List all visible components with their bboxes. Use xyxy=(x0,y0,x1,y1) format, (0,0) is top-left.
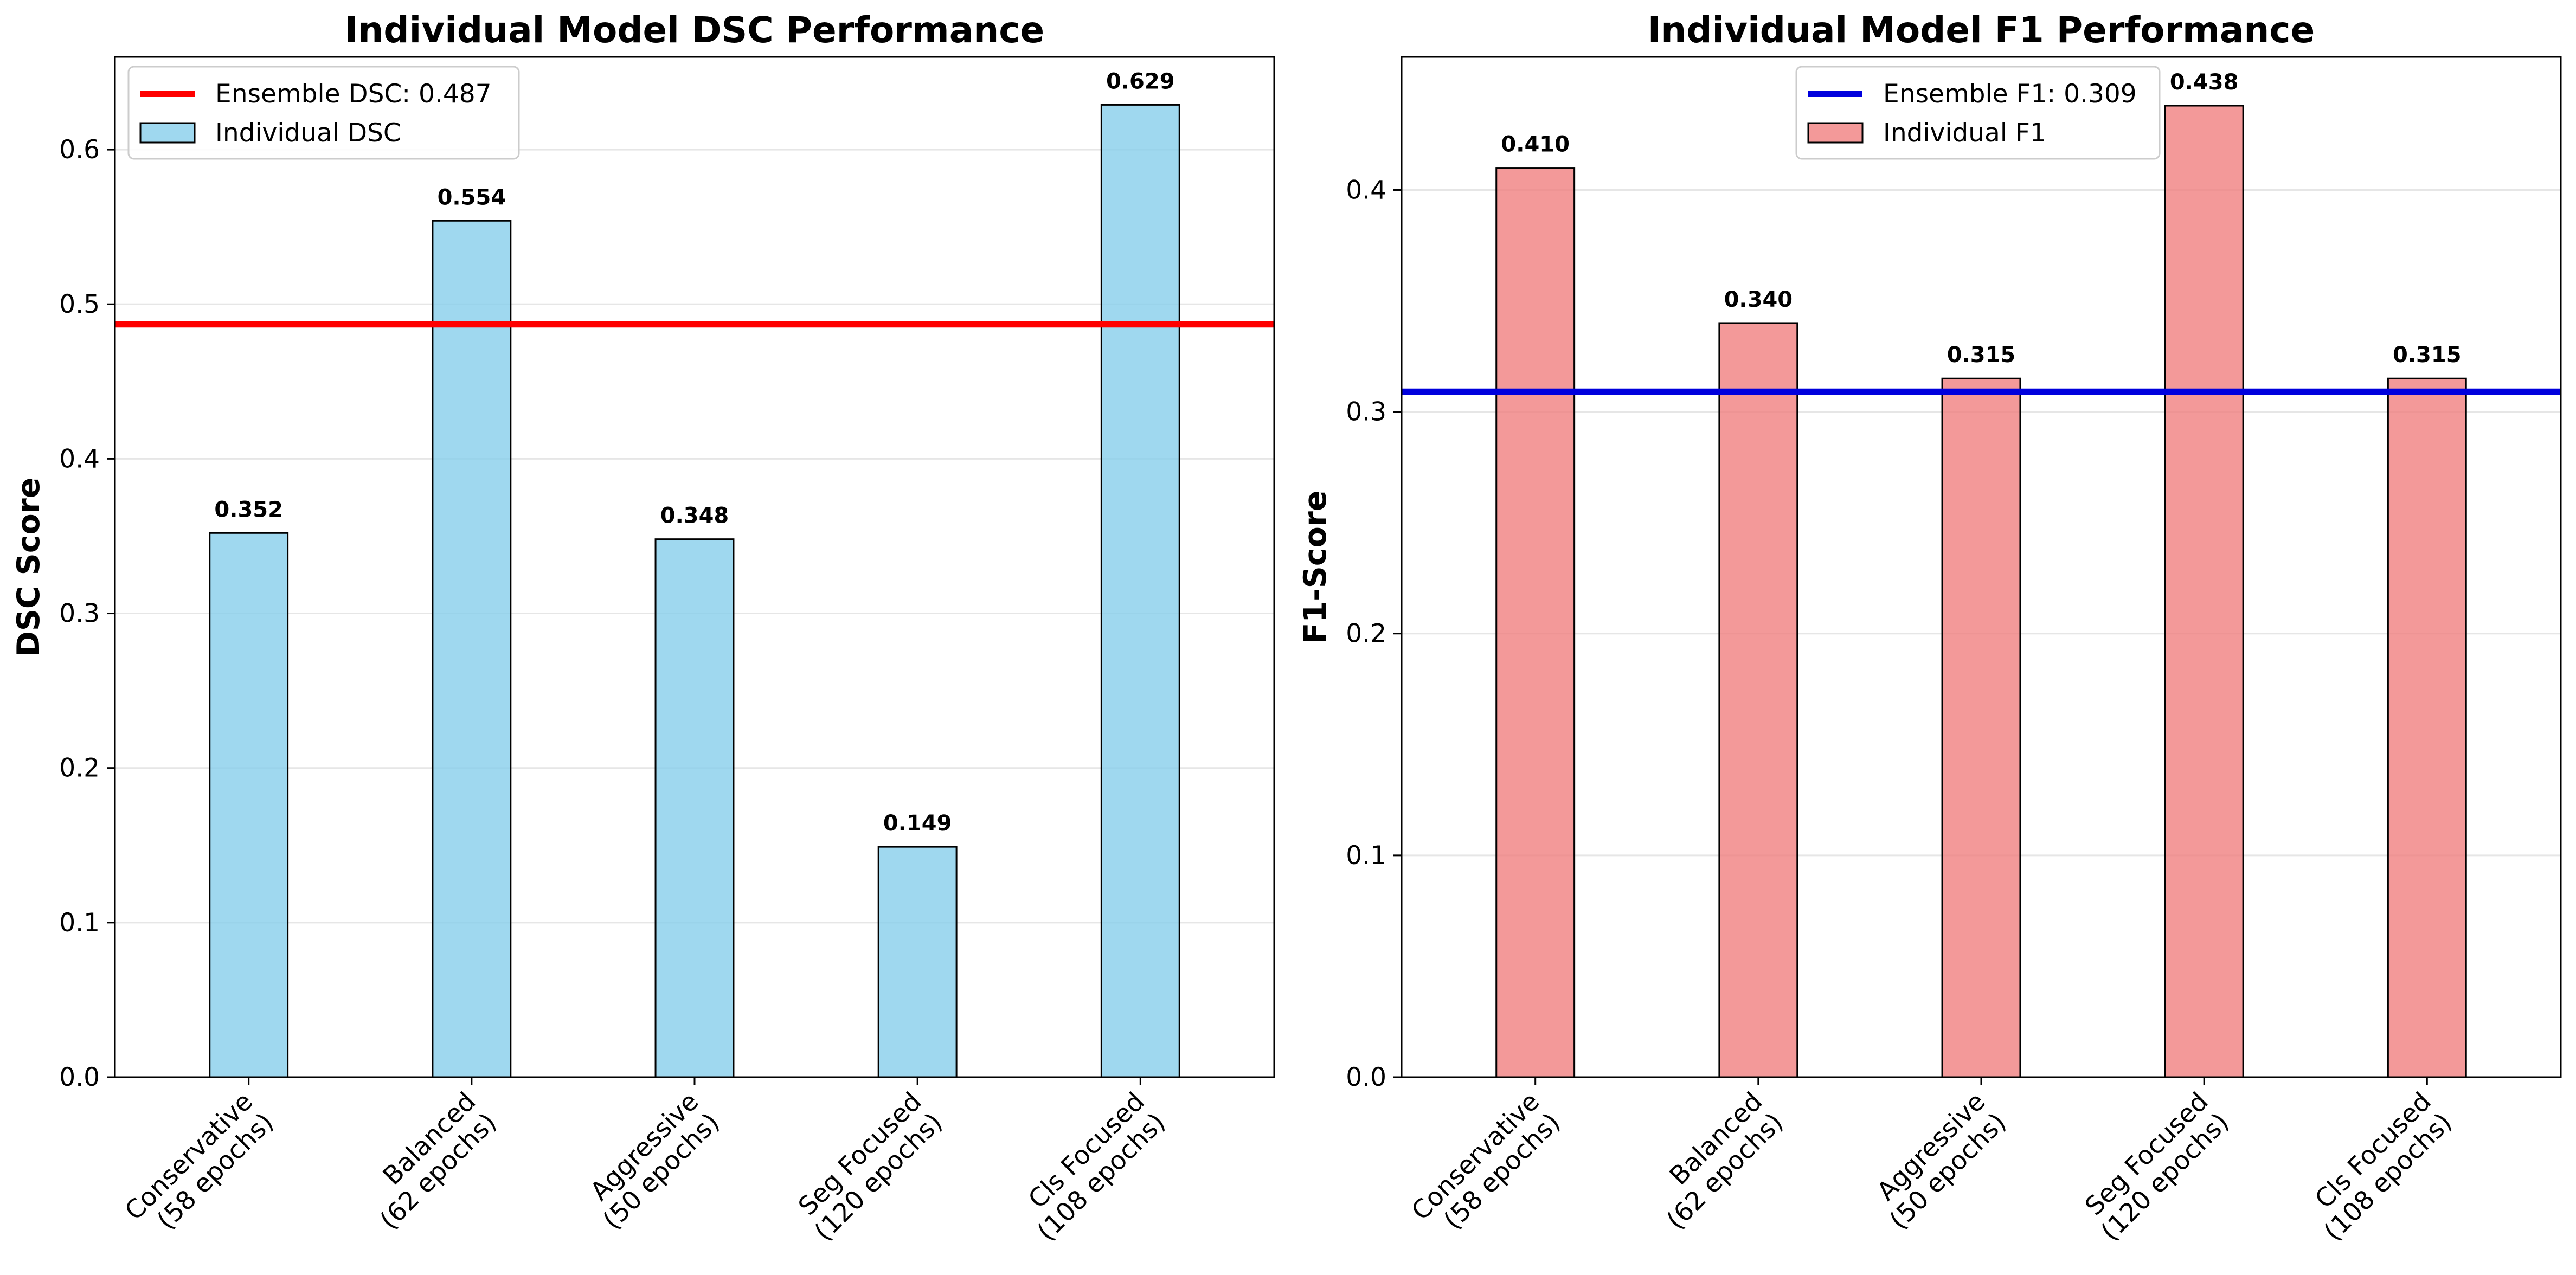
legend-box xyxy=(127,66,520,160)
chart-title: Individual Model DSC Performance xyxy=(345,9,1044,51)
x-tick-label-4: Cls Focused(108 epochs) xyxy=(1011,1087,1171,1247)
legend-label-individual: Individual F1 xyxy=(1883,118,2046,148)
y-axis-label: F1-Score xyxy=(1297,490,1333,643)
bar-0 xyxy=(209,532,289,1078)
chart-panel-2: 0.410 0.340 0.315 0.438 0.315 0.0 0.1 0.2 0.3 0.4… xyxy=(1297,9,2562,1247)
x-tick-label-1: Balanced(62 epochs) xyxy=(354,1087,502,1235)
x-tick-label-3: Seg Focused(120 epochs) xyxy=(788,1087,948,1247)
legend: Ensemble F1: 0.309 Individual F1 xyxy=(1795,66,2161,160)
y-tick-label-3: 0.3 xyxy=(1346,397,1386,427)
legend-label-individual: Individual DSC xyxy=(215,118,401,148)
data-label-4: 0.315 xyxy=(2393,343,2462,368)
x-tick-label-4: Cls Focused(108 epochs) xyxy=(2297,1087,2458,1247)
bar-1 xyxy=(1718,322,1798,1078)
y-tick-label-2: 0.2 xyxy=(59,754,100,783)
legend-swatch-individual xyxy=(1807,122,1864,144)
legend-label-ensemble: Ensemble DSC: 0.487 xyxy=(215,79,492,109)
bar-4 xyxy=(2387,377,2467,1078)
chart-title: Individual Model F1 Performance xyxy=(1648,9,2315,51)
legend-label-ensemble: Ensemble F1: 0.309 xyxy=(1883,79,2137,109)
y-tick-label-1: 0.1 xyxy=(1346,841,1386,871)
y-tick-label-4: 0.4 xyxy=(59,444,100,474)
legend-box xyxy=(1795,66,2161,160)
y-axis-label: DSC Score xyxy=(11,478,47,657)
chart-panel-1: 0.352 0.554 0.348 0.149 0.629 0.0 0.1 0.2 0.3 0.4… xyxy=(11,9,1275,1247)
y-tick-label-4: 0.4 xyxy=(1346,175,1386,205)
y-tick-label-6: 0.6 xyxy=(59,135,100,165)
bar-0 xyxy=(1495,167,1576,1078)
legend-swatch-individual xyxy=(139,122,196,144)
bar-2 xyxy=(654,538,735,1078)
bar-2 xyxy=(1941,377,2021,1078)
data-label-2: 0.348 xyxy=(660,504,729,529)
data-label-1: 0.340 xyxy=(1724,287,1793,312)
x-tick-label-2: Aggressive(50 epochs) xyxy=(576,1087,725,1235)
x-tick-label-3: Seg Focused(120 epochs) xyxy=(2074,1087,2235,1247)
data-label-0: 0.410 xyxy=(1501,132,1570,157)
data-label-0: 0.352 xyxy=(214,497,283,522)
bar-1 xyxy=(432,220,512,1078)
y-tick-label-5: 0.5 xyxy=(59,289,100,319)
data-label-1: 0.554 xyxy=(438,185,506,210)
data-label-2: 0.315 xyxy=(1947,343,2016,368)
x-tick-label-0: Conservative(58 epochs) xyxy=(1406,1087,1566,1247)
data-label-3: 0.149 xyxy=(883,811,952,836)
x-tick-label-2: Aggressive(50 epochs) xyxy=(1863,1087,2012,1235)
data-label-4: 0.629 xyxy=(1106,69,1175,94)
bar-3 xyxy=(877,846,958,1078)
bar-4 xyxy=(1100,104,1180,1078)
y-tick-label-3: 0.3 xyxy=(59,599,100,629)
y-tick-label-0: 0.0 xyxy=(1346,1062,1386,1092)
y-tick-label-0: 0.0 xyxy=(59,1062,100,1092)
y-tick-label-2: 0.2 xyxy=(1346,619,1386,649)
x-tick-label-1: Balanced(62 epochs) xyxy=(1640,1087,1789,1235)
legend: Ensemble DSC: 0.487 Individual DSC xyxy=(127,66,520,160)
x-tick-label-0: Conservative(58 epochs) xyxy=(119,1087,280,1247)
data-label-3: 0.438 xyxy=(2170,70,2239,95)
bar-3 xyxy=(2164,105,2244,1078)
y-tick-label-1: 0.1 xyxy=(59,908,100,938)
